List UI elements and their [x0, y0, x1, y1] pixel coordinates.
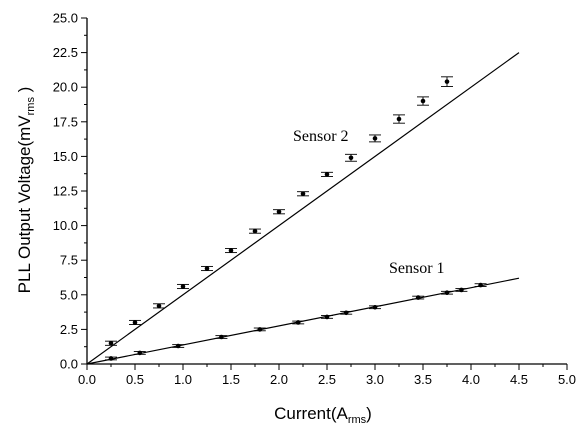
x-tick-label: 5.0 [558, 372, 576, 387]
data-point [324, 314, 330, 320]
data-point [219, 334, 224, 340]
y-tick-label: 25.0 [53, 11, 78, 26]
data-point [478, 282, 483, 288]
data-point [204, 266, 210, 271]
data-point [415, 295, 421, 300]
y-tick-label: 10.0 [53, 218, 78, 233]
data-point [343, 310, 349, 316]
data-point [276, 209, 282, 215]
x-tick-label: 3.5 [414, 372, 432, 387]
y-tick-label: 7.5 [60, 253, 78, 268]
data-point [372, 136, 378, 141]
y-tick-label: 22.5 [53, 45, 78, 60]
data-point [156, 303, 162, 309]
data-point [444, 290, 450, 296]
data-point [137, 350, 143, 356]
data-point [252, 228, 258, 234]
data-point [459, 287, 464, 293]
data-point [295, 320, 301, 325]
series-label-sensor-2: Sensor 2 [293, 128, 349, 145]
fit-line-series-1 [86, 52, 520, 365]
data-point [108, 356, 114, 361]
data-point [228, 248, 234, 253]
data-points [105, 76, 487, 361]
data-point [324, 172, 330, 177]
x-tick-label: 1.5 [222, 372, 240, 387]
y-tick-label: 20.0 [53, 80, 78, 95]
y-tick-label: 15.0 [53, 149, 78, 164]
data-point [396, 116, 402, 122]
data-point [257, 327, 263, 332]
y-tick-label: 2.5 [60, 322, 78, 337]
x-tick-label: 4.0 [462, 372, 480, 387]
data-point [132, 320, 138, 325]
data-point [444, 79, 450, 84]
fit-lines [86, 52, 520, 365]
series-label-sensor-1: Sensor 1 [389, 260, 445, 277]
x-tick-label: 1.0 [174, 372, 192, 387]
data-point [348, 155, 354, 161]
axes: 0.0 0.5 1.0 1.5 2.0 2.5 3.0 3.5 4.0 4.5 5.0 0.0 2.5 5… [53, 11, 576, 388]
y-tick-label: 17.5 [53, 114, 78, 129]
y-axis-title: PLL Output Voltage(mVrms ) [15, 87, 37, 294]
data-point [372, 304, 378, 310]
x-tick-label: 2.0 [270, 372, 288, 387]
x-tick-label: 3.0 [366, 372, 384, 387]
y-tick-label: 5.0 [60, 287, 78, 302]
x-tick-label: 2.5 [318, 372, 336, 387]
data-point [420, 98, 426, 104]
x-tick-label: 0.5 [126, 372, 144, 387]
data-point [108, 340, 114, 346]
y-tick-label: 0.0 [60, 357, 78, 372]
data-point [180, 284, 186, 289]
x-axis-title: Current(Arms) [274, 404, 372, 426]
x-tick-label: 4.5 [510, 372, 528, 387]
x-tick-label: 0.0 [78, 372, 96, 387]
y-tick-label: 12.5 [53, 184, 78, 199]
data-point [300, 191, 306, 197]
data-point [175, 343, 181, 349]
